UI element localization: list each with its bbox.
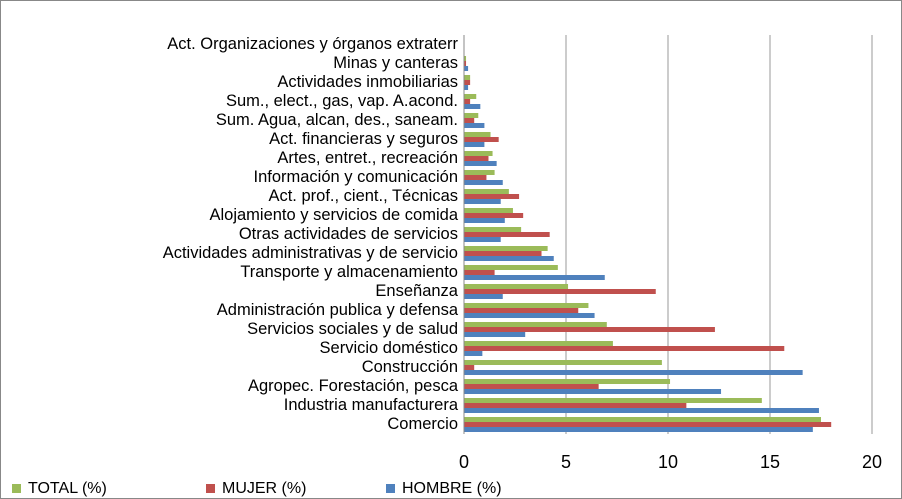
bar <box>464 289 656 294</box>
y-tick-label: Servicios sociales y de salud <box>247 320 458 338</box>
y-tick-label: Construcción <box>362 358 458 376</box>
bar <box>464 256 554 261</box>
y-tick-label: Industria manufacturera <box>284 396 459 414</box>
bar <box>464 142 485 147</box>
bar <box>464 66 469 71</box>
legend-swatch <box>12 484 21 493</box>
y-tick-label: Información y comunicación <box>253 168 458 186</box>
bar <box>464 170 495 175</box>
bar <box>464 232 550 237</box>
bar <box>464 199 501 204</box>
y-tick-label: Servicio doméstico <box>320 339 458 357</box>
bar <box>464 322 607 327</box>
bar <box>464 151 493 156</box>
bar <box>464 113 479 118</box>
x-tick-label: 5 <box>561 452 571 472</box>
bar <box>464 351 483 356</box>
bar <box>464 218 505 223</box>
bar <box>464 327 715 332</box>
bar <box>464 313 595 318</box>
y-tick-label: Agropec. Forestación, pesca <box>248 377 459 395</box>
y-tick-label: Act. financieras y seguros <box>269 130 458 148</box>
bar <box>464 104 481 109</box>
bar <box>464 189 509 194</box>
y-tick-label: Actividades administrativas y de servici… <box>163 244 458 262</box>
y-tick-label: Alojamiento y servicios de comida <box>209 206 458 224</box>
legend-label: MUJER (%) <box>222 480 306 497</box>
bar <box>464 370 803 375</box>
y-tick-label: Actividades inmobiliarias <box>277 73 458 91</box>
bar <box>464 213 524 218</box>
x-tick-label: 20 <box>862 452 882 472</box>
bar <box>464 270 495 275</box>
y-tick-label: Sum. Agua, alcan, des., saneam. <box>216 111 458 129</box>
bar <box>464 251 542 256</box>
bar <box>464 56 467 61</box>
bar <box>464 417 821 422</box>
y-tick-label: Act. Organizaciones y órganos extraterr <box>167 35 458 53</box>
bar <box>464 208 513 213</box>
x-tick-label: 0 <box>459 452 469 472</box>
bar <box>464 427 813 432</box>
bar <box>464 94 477 99</box>
bar <box>464 227 522 232</box>
bar <box>464 237 501 242</box>
y-tick-label: Enseñanza <box>375 282 458 300</box>
bar <box>464 194 520 199</box>
bar <box>464 346 785 351</box>
bar <box>464 389 722 394</box>
bar <box>464 332 526 337</box>
bar <box>464 175 487 180</box>
bar <box>464 284 569 289</box>
bar <box>464 308 579 313</box>
bar <box>464 303 589 308</box>
y-tick-label: Artes, entret., recreación <box>277 149 458 167</box>
bar <box>464 137 499 142</box>
bar <box>464 161 497 166</box>
bar <box>464 132 491 137</box>
y-tick-label: Sum., elect., gas, vap. A.acond. <box>226 92 458 110</box>
legend-swatch <box>206 484 215 493</box>
bar <box>464 408 819 413</box>
x-tick-label: 10 <box>658 452 678 472</box>
bar <box>464 265 558 270</box>
y-tick-label: Act. prof., cient., Técnicas <box>268 187 458 205</box>
bar <box>464 365 475 370</box>
legend-label: TOTAL (%) <box>28 480 107 497</box>
bar <box>464 61 467 66</box>
bar <box>464 180 503 185</box>
bar <box>464 398 762 403</box>
y-tick-label: Transporte y almacenamiento <box>240 263 458 281</box>
bar <box>464 99 471 104</box>
bar <box>464 384 599 389</box>
bar <box>464 275 605 280</box>
x-tick-label: 15 <box>760 452 780 472</box>
bar <box>464 246 548 251</box>
bar <box>464 360 662 365</box>
legend-swatch <box>386 484 395 493</box>
bar <box>464 341 613 346</box>
bar <box>464 85 469 90</box>
bar <box>464 403 687 408</box>
y-tick-label: Otras actividades de servicios <box>239 225 458 243</box>
legend-label: HOMBRE (%) <box>402 480 502 497</box>
bar <box>464 294 503 299</box>
bar <box>464 422 832 427</box>
y-tick-label: Minas y canteras <box>333 54 458 72</box>
bar <box>464 75 471 80</box>
y-tick-label: Administración publica y defensa <box>217 301 459 319</box>
bar <box>464 379 671 384</box>
bar <box>464 118 475 123</box>
bar <box>464 123 485 128</box>
bar <box>464 156 489 161</box>
bar <box>464 80 471 85</box>
y-tick-label: Comercio <box>387 415 458 433</box>
